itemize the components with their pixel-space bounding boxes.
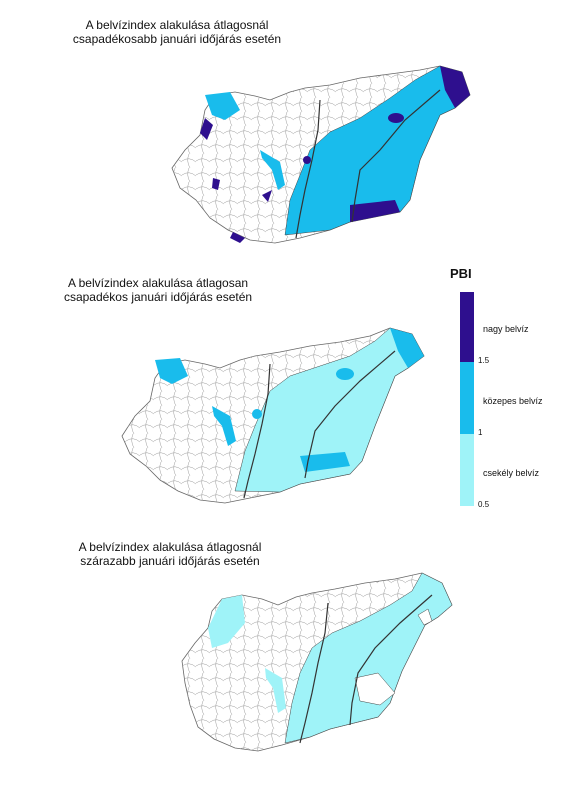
lake-balaton <box>265 668 286 713</box>
high-spot-west <box>200 118 213 140</box>
medium-zone-northwest <box>155 358 188 384</box>
legend-tick-0-5: 0.5 <box>478 500 490 509</box>
map-average <box>121 327 425 504</box>
lake-balaton <box>212 406 236 446</box>
legend-swatch-medium <box>460 362 474 434</box>
legend-swatch-high <box>460 292 474 362</box>
white-gap-northeast <box>417 608 433 626</box>
map-dry <box>181 572 453 752</box>
map-2-title: A belvízindex alakulása átlagosan csapad… <box>58 276 258 304</box>
high-spot-sw <box>230 232 245 243</box>
legend-label-medium: közepes belvíz <box>483 396 543 406</box>
lake-balaton <box>260 150 285 190</box>
legend-tick-1-5: 1.5 <box>478 356 490 365</box>
map-1-title-line2: csapadékosabb januári időjárás esetén <box>72 32 282 46</box>
high-spot-w2 <box>212 178 220 190</box>
medium-spot-east <box>336 368 354 380</box>
high-zone-south <box>350 200 400 222</box>
legend-title: PBI <box>450 266 472 281</box>
tisza-river <box>351 89 441 223</box>
legend-swatch-low <box>460 434 474 506</box>
high-spot-east <box>388 113 404 123</box>
medium-zone-northeast <box>390 328 424 368</box>
map-2-title-line2: csapadékos januári időjárás esetén <box>63 290 253 304</box>
danube-river <box>295 99 321 239</box>
legend-label-high: nagy belvíz <box>483 324 529 334</box>
legend-tick-1: 1 <box>478 428 483 437</box>
low-zone-northwest <box>208 595 245 648</box>
map-3-title-line1: A belvízindex alakulása átlagosnál <box>78 540 262 554</box>
map-3-title-line2: szárazabb januári időjárás esetén <box>80 554 260 568</box>
high-zone-northeast <box>440 66 470 108</box>
map-wet <box>171 65 471 244</box>
danube-river <box>299 602 329 744</box>
legend-label-low: csekély belvíz <box>483 468 540 478</box>
map-2-title-line1: A belvízindex alakulása átlagosan <box>67 276 249 290</box>
medium-spot-center <box>252 409 262 419</box>
medium-zone-northwest <box>205 92 240 120</box>
high-spot-center <box>303 156 311 164</box>
high-spot-s <box>262 190 272 202</box>
white-gap-center <box>354 672 396 706</box>
map-1-title-line1: A belvízindex alakulása átlagosnál <box>85 18 269 32</box>
map-1-title: A belvízindex alakulása átlagosnál csapa… <box>72 18 282 46</box>
danube-river <box>243 363 271 499</box>
tisza-river <box>349 594 433 726</box>
tisza-river <box>304 350 396 479</box>
map-3-title: A belvízindex alakulása átlagosnál szára… <box>70 540 270 568</box>
medium-zone-south <box>300 452 350 472</box>
